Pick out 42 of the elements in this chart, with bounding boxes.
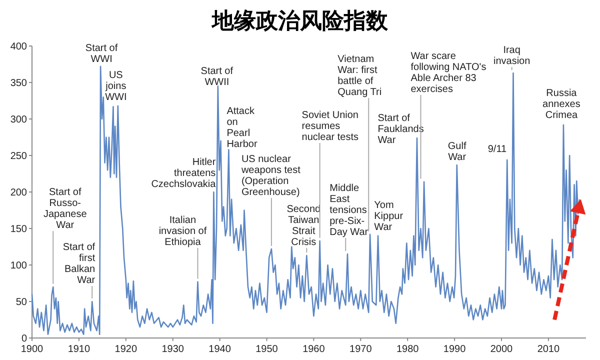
y-tick-label: 100 <box>10 260 28 272</box>
annotation: US joins WWI <box>104 70 127 103</box>
x-tick-label: 1970 <box>350 344 372 355</box>
annotation: Second Taiwan Strait Crisis <box>286 204 321 248</box>
annotation: Italian invasion of Ethiopia <box>158 215 207 248</box>
x-tick-label: 1950 <box>256 344 278 355</box>
annotation: Iraq invasion <box>493 45 530 67</box>
annotation: Attack on Pearl Harbor <box>226 106 258 150</box>
x-tick-label: 1990 <box>443 344 466 355</box>
annotation: 9/11 <box>488 144 508 155</box>
y-tick-label: 250 <box>10 151 28 162</box>
x-tick-label: 1980 <box>396 344 420 355</box>
annotation: Start of Fauklands War <box>378 113 424 146</box>
x-tick-label: 2010 <box>537 344 560 355</box>
annotation: Start of Russo- Japanese War <box>43 187 88 231</box>
annotation: War scare following NATO's Able Archer 83 exercises <box>410 51 486 95</box>
x-tick-label: 1900 <box>20 344 44 355</box>
annotation: Start of first Balkan War <box>62 242 96 286</box>
annotation: Russia annexes Crimea <box>542 88 580 121</box>
annotation: US nuclear weapons test (Operation Greenhouse) <box>240 154 301 198</box>
y-tick-label: 0 <box>21 334 28 344</box>
y-tick-label: 400 <box>10 42 28 52</box>
x-tick-label: 1920 <box>114 344 138 355</box>
x-tick-label: 1930 <box>162 344 184 355</box>
chart-title: 地缘政治风险指数 <box>211 9 389 34</box>
annotation: Soviet Union resumes nuclear tests <box>302 110 358 143</box>
annotation: Yom Kippur War <box>374 200 404 233</box>
annotation: Start of WWI <box>85 43 118 65</box>
y-tick-label: 200 <box>10 188 28 198</box>
x-tick-label: 1960 <box>302 344 326 355</box>
annotation: Middle East tensions pre-Six- Day War <box>330 183 369 238</box>
y-tick-label: 50 <box>16 297 28 308</box>
x-tick-label: 2000 <box>490 344 514 355</box>
x-tick-label: 1940 <box>208 344 232 355</box>
y-tick-label: 300 <box>10 114 28 126</box>
y-tick-label: 150 <box>10 224 28 235</box>
y-tick-label: 350 <box>10 78 28 89</box>
annotation: Gulf War <box>448 141 467 163</box>
annotation: Vietnam War: first battle of Quang Tri <box>338 54 382 98</box>
annotation: Start of WWII <box>200 66 234 88</box>
x-tick-label: 1910 <box>68 344 91 355</box>
annotation: Hitler threatens Czechslovakia <box>151 157 216 190</box>
